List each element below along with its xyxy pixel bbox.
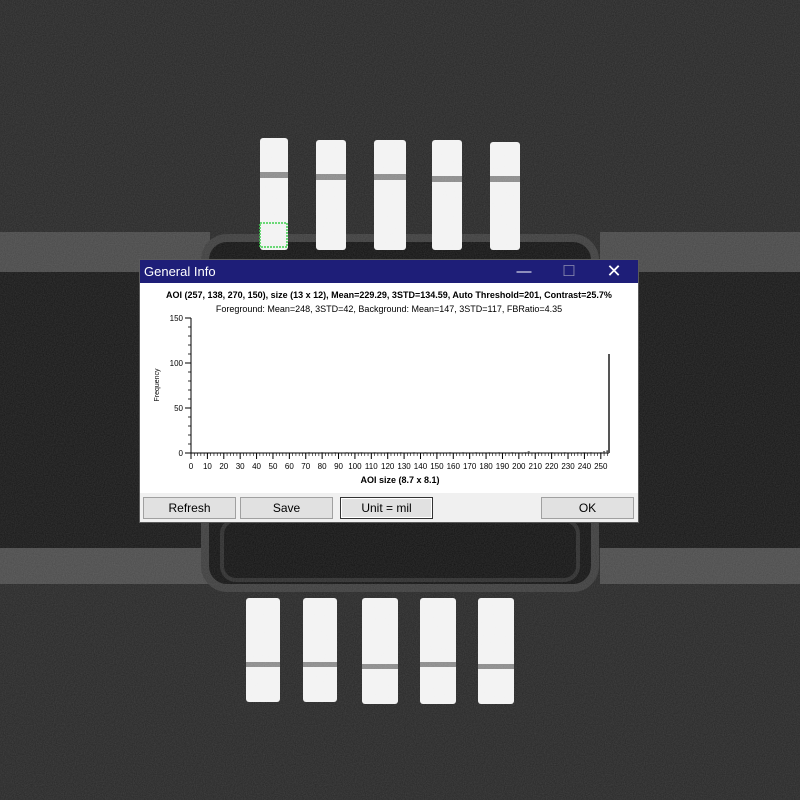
x-tick-label: 110: [365, 462, 378, 471]
histogram-bar: [599, 452, 602, 453]
histogram-bar: [321, 452, 324, 453]
close-button[interactable]: ✕: [606, 261, 622, 281]
x-tick-label: 90: [334, 462, 343, 471]
y-tick-label: 0: [179, 449, 184, 458]
x-tick-label: 150: [430, 462, 444, 471]
x-tick-label: 40: [252, 462, 261, 471]
x-tick-label: 190: [496, 462, 510, 471]
x-tick-label: 120: [381, 462, 395, 471]
unit-button[interactable]: Unit = mil: [340, 497, 433, 519]
x-tick-label: 0: [189, 462, 194, 471]
refresh-button[interactable]: Refresh: [143, 497, 236, 519]
x-tick-label: 240: [578, 462, 592, 471]
x-axis-label: AOI size (8.7 x 8.1): [360, 475, 439, 485]
histogram-bar: [583, 452, 586, 453]
histogram-bar: [399, 452, 402, 453]
x-tick-label: 80: [318, 462, 327, 471]
histogram-bar: [589, 452, 592, 453]
histogram-bar: [537, 452, 540, 453]
histogram-bar: [373, 452, 376, 453]
histogram-bar: [550, 452, 553, 453]
histogram-bar: [475, 452, 478, 453]
y-tick-label: 150: [170, 314, 184, 323]
x-tick-label: 250: [594, 462, 608, 471]
histogram-bar: [511, 452, 514, 453]
histogram-bar: [345, 452, 348, 453]
aoi-stats-line: AOI (257, 138, 270, 150), size (13 x 12)…: [166, 290, 612, 300]
histogram-bar: [448, 452, 451, 453]
x-tick-label: 200: [512, 462, 526, 471]
histogram-bar: [386, 452, 389, 453]
x-tick-label: 230: [561, 462, 575, 471]
histogram-bar: [608, 354, 610, 453]
ok-button[interactable]: OK: [541, 497, 634, 519]
save-button[interactable]: Save: [240, 497, 333, 519]
x-tick-label: 140: [414, 462, 428, 471]
x-tick-label: 100: [348, 462, 362, 471]
histogram-bar: [563, 452, 566, 453]
y-tick-label: 50: [174, 404, 183, 413]
x-tick-label: 220: [545, 462, 559, 471]
x-tick-label: 10: [203, 462, 212, 471]
minimize-button[interactable]: —: [516, 263, 532, 280]
histogram-bar: [488, 452, 491, 453]
histogram-bar: [527, 451, 530, 453]
x-tick-label: 170: [463, 462, 477, 471]
x-tick-label: 20: [219, 462, 228, 471]
histogram-bar: [412, 452, 415, 453]
histogram-bar: [360, 452, 363, 453]
histogram-bar: [308, 452, 311, 453]
window-title: General Info: [144, 264, 216, 279]
histogram-bar: [498, 452, 501, 453]
x-tick-label: 210: [529, 462, 543, 471]
maximize-button[interactable]: ☐: [562, 263, 576, 280]
histogram-bar: [576, 452, 579, 453]
x-tick-label: 160: [447, 462, 461, 471]
y-tick-label: 100: [170, 359, 184, 368]
x-tick-label: 180: [479, 462, 493, 471]
histogram-bar: [462, 452, 465, 453]
histogram-bar: [603, 451, 606, 453]
x-tick-label: 50: [269, 462, 278, 471]
x-tick-label: 70: [301, 462, 310, 471]
histogram-bar: [424, 452, 427, 453]
histogram-bar: [334, 452, 337, 453]
histogram-panel: AOI (257, 138, 270, 150), size (13 x 12)…: [140, 283, 638, 493]
title-bar[interactable]: General Info — ☐ ✕: [140, 260, 638, 283]
y-axis-label: Frequency: [154, 368, 161, 402]
fb-stats-line: Foreground: Mean=248, 3STD=42, Backgroun…: [215, 304, 563, 314]
x-tick-label: 60: [285, 462, 294, 471]
histogram-bar: [606, 450, 609, 453]
general-info-dialog: General Info — ☐ ✕ AOI (257, 138, 270, 1…: [140, 260, 638, 522]
histogram-bar: [435, 452, 438, 453]
x-tick-label: 30: [236, 462, 245, 471]
histogram-bar: [524, 452, 527, 453]
x-tick-label: 130: [397, 462, 411, 471]
